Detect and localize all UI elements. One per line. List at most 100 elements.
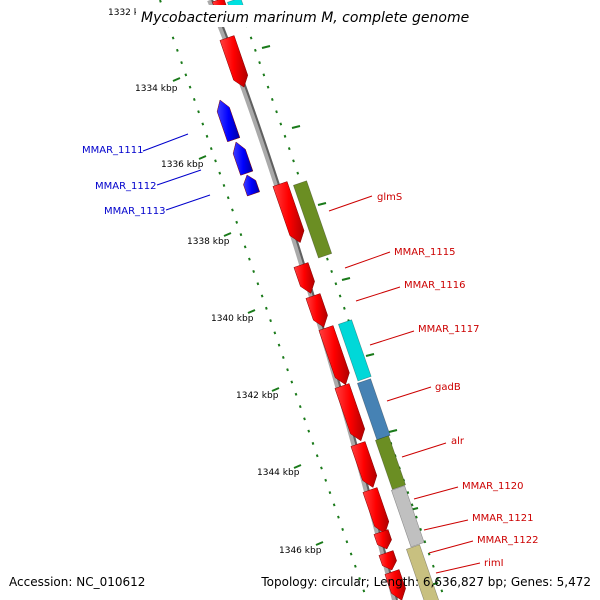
kbp-label-1336: 1336 kbp [161, 160, 204, 170]
tick-dot [260, 294, 264, 298]
tick-dot [277, 343, 281, 347]
gene-label-gadb[interactable]: gadB [435, 382, 461, 393]
tick-dot [287, 147, 291, 151]
tick-dot [432, 564, 435, 568]
reverse-gene-labels: MMAR_1111 MMAR_1112 MMAR_1113 [82, 133, 211, 217]
tick-dot [248, 257, 251, 261]
major-tick [172, 77, 181, 82]
gene-label-mmar-1116[interactable]: MMAR_1116 [404, 280, 466, 291]
cds-arrow[interactable] [378, 550, 397, 571]
kbp-label-1334: 1334 kbp [135, 84, 178, 94]
forward-gene-labels: glmS MMAR_1115 MMAR_1116 MMAR_1117 gadB … [328, 192, 539, 574]
tick-dot [332, 503, 336, 507]
tick-dot [326, 257, 329, 261]
tick-dot [283, 134, 287, 138]
cog-bar [375, 435, 406, 490]
gene-label-mmar-1113[interactable]: MMAR_1113 [104, 206, 166, 217]
tick-dot [307, 429, 311, 433]
tick-rail-left [159, 0, 366, 593]
gene-label-mmar-1115[interactable]: MMAR_1115 [394, 247, 456, 258]
cds-arrow[interactable] [362, 487, 390, 534]
reverse-cds-arrow[interactable] [232, 141, 254, 176]
tick-dot [354, 564, 357, 568]
tick-dot [415, 515, 418, 519]
tick-dot [294, 392, 298, 396]
major-tick [223, 232, 232, 237]
title-backing [136, 5, 462, 27]
tick-dot [243, 245, 247, 249]
reverse-cds-arrow[interactable] [216, 99, 241, 143]
major-tick [247, 309, 256, 314]
major-tick [315, 541, 324, 546]
major-tick [293, 464, 302, 469]
tick-dot [341, 527, 344, 531]
cds-arrow[interactable] [219, 35, 249, 88]
tick-dot [296, 171, 300, 175]
gene-label-rimi[interactable]: rimI [484, 558, 504, 569]
tick-dot [410, 503, 414, 507]
tick-dot [324, 478, 328, 482]
tick-dot [427, 552, 431, 556]
gene-label-mmar-1112[interactable]: MMAR_1112 [95, 181, 157, 192]
cds-arrow[interactable] [384, 569, 406, 600]
tick-dot [269, 319, 272, 323]
cds-arrow[interactable] [272, 181, 305, 243]
kbp-label-1340: 1340 kbp [211, 314, 254, 324]
tick-dot [254, 48, 257, 52]
kbp-label-1338: 1338 kbp [187, 237, 230, 247]
cog-bar [406, 544, 440, 600]
tick-dot [423, 540, 427, 544]
map-title: Mycobacterium marinum M, complete genome [141, 10, 469, 26]
cds-arrow[interactable] [350, 441, 378, 488]
gene-label-mmar-1122[interactable]: MMAR_1122 [477, 535, 539, 546]
gene-label-mmar-1120[interactable]: MMAR_1120 [462, 481, 524, 492]
cds-arrow[interactable] [334, 383, 365, 442]
tick-dot [266, 85, 270, 89]
tick-dot [270, 97, 274, 101]
tick-dot [279, 122, 283, 126]
tick-dot [338, 294, 342, 298]
kbp-label-1344: 1344 kbp [257, 468, 300, 478]
tick-dot [258, 61, 261, 65]
tick-dot [265, 306, 268, 310]
major-tick [271, 387, 280, 392]
gene-label-mmar-1121[interactable]: MMAR_1121 [472, 513, 534, 524]
reverse-cds-arrows [216, 99, 260, 197]
tick-dot [273, 331, 277, 335]
tick-dot [303, 417, 306, 421]
tick-dot [320, 466, 323, 470]
tick-dot [256, 282, 260, 286]
cog-bar [338, 319, 372, 382]
cds-arrow[interactable] [373, 529, 392, 550]
major-tick [317, 202, 327, 206]
major-tick [261, 45, 271, 49]
tick-dot [249, 36, 253, 40]
kbp-label-1342: 1342 kbp [236, 391, 279, 401]
cds-arrow[interactable] [318, 325, 350, 386]
tick-dot [235, 220, 239, 224]
gene-label-mmar-1111[interactable]: MMAR_1111 [82, 145, 144, 156]
cds-arrows [212, 0, 406, 600]
gene-label-glms[interactable]: glmS [377, 192, 402, 203]
cog-bar [391, 485, 425, 548]
major-tick [341, 277, 351, 281]
tick-dot [345, 540, 349, 544]
tick-dot [358, 577, 361, 581]
cds-arrow[interactable] [305, 293, 328, 328]
reverse-cds-arrow[interactable] [243, 174, 260, 197]
accession-text: Accession: NC_010612 [9, 575, 145, 589]
tick-dot [362, 589, 366, 593]
tick-dot [286, 368, 289, 372]
tick-dot [184, 73, 188, 77]
cog-bar [357, 378, 391, 441]
tick-dot [298, 405, 302, 409]
tick-dot [214, 159, 217, 163]
cds-arrow[interactable] [293, 262, 315, 294]
tick-dot [262, 73, 266, 77]
gene-label-alr[interactable]: alr [451, 436, 465, 447]
tick-dot [226, 196, 230, 200]
tick-dot [231, 208, 234, 212]
gene-label-mmar-1117[interactable]: MMAR_1117 [418, 324, 480, 335]
tick-dot [205, 134, 209, 138]
